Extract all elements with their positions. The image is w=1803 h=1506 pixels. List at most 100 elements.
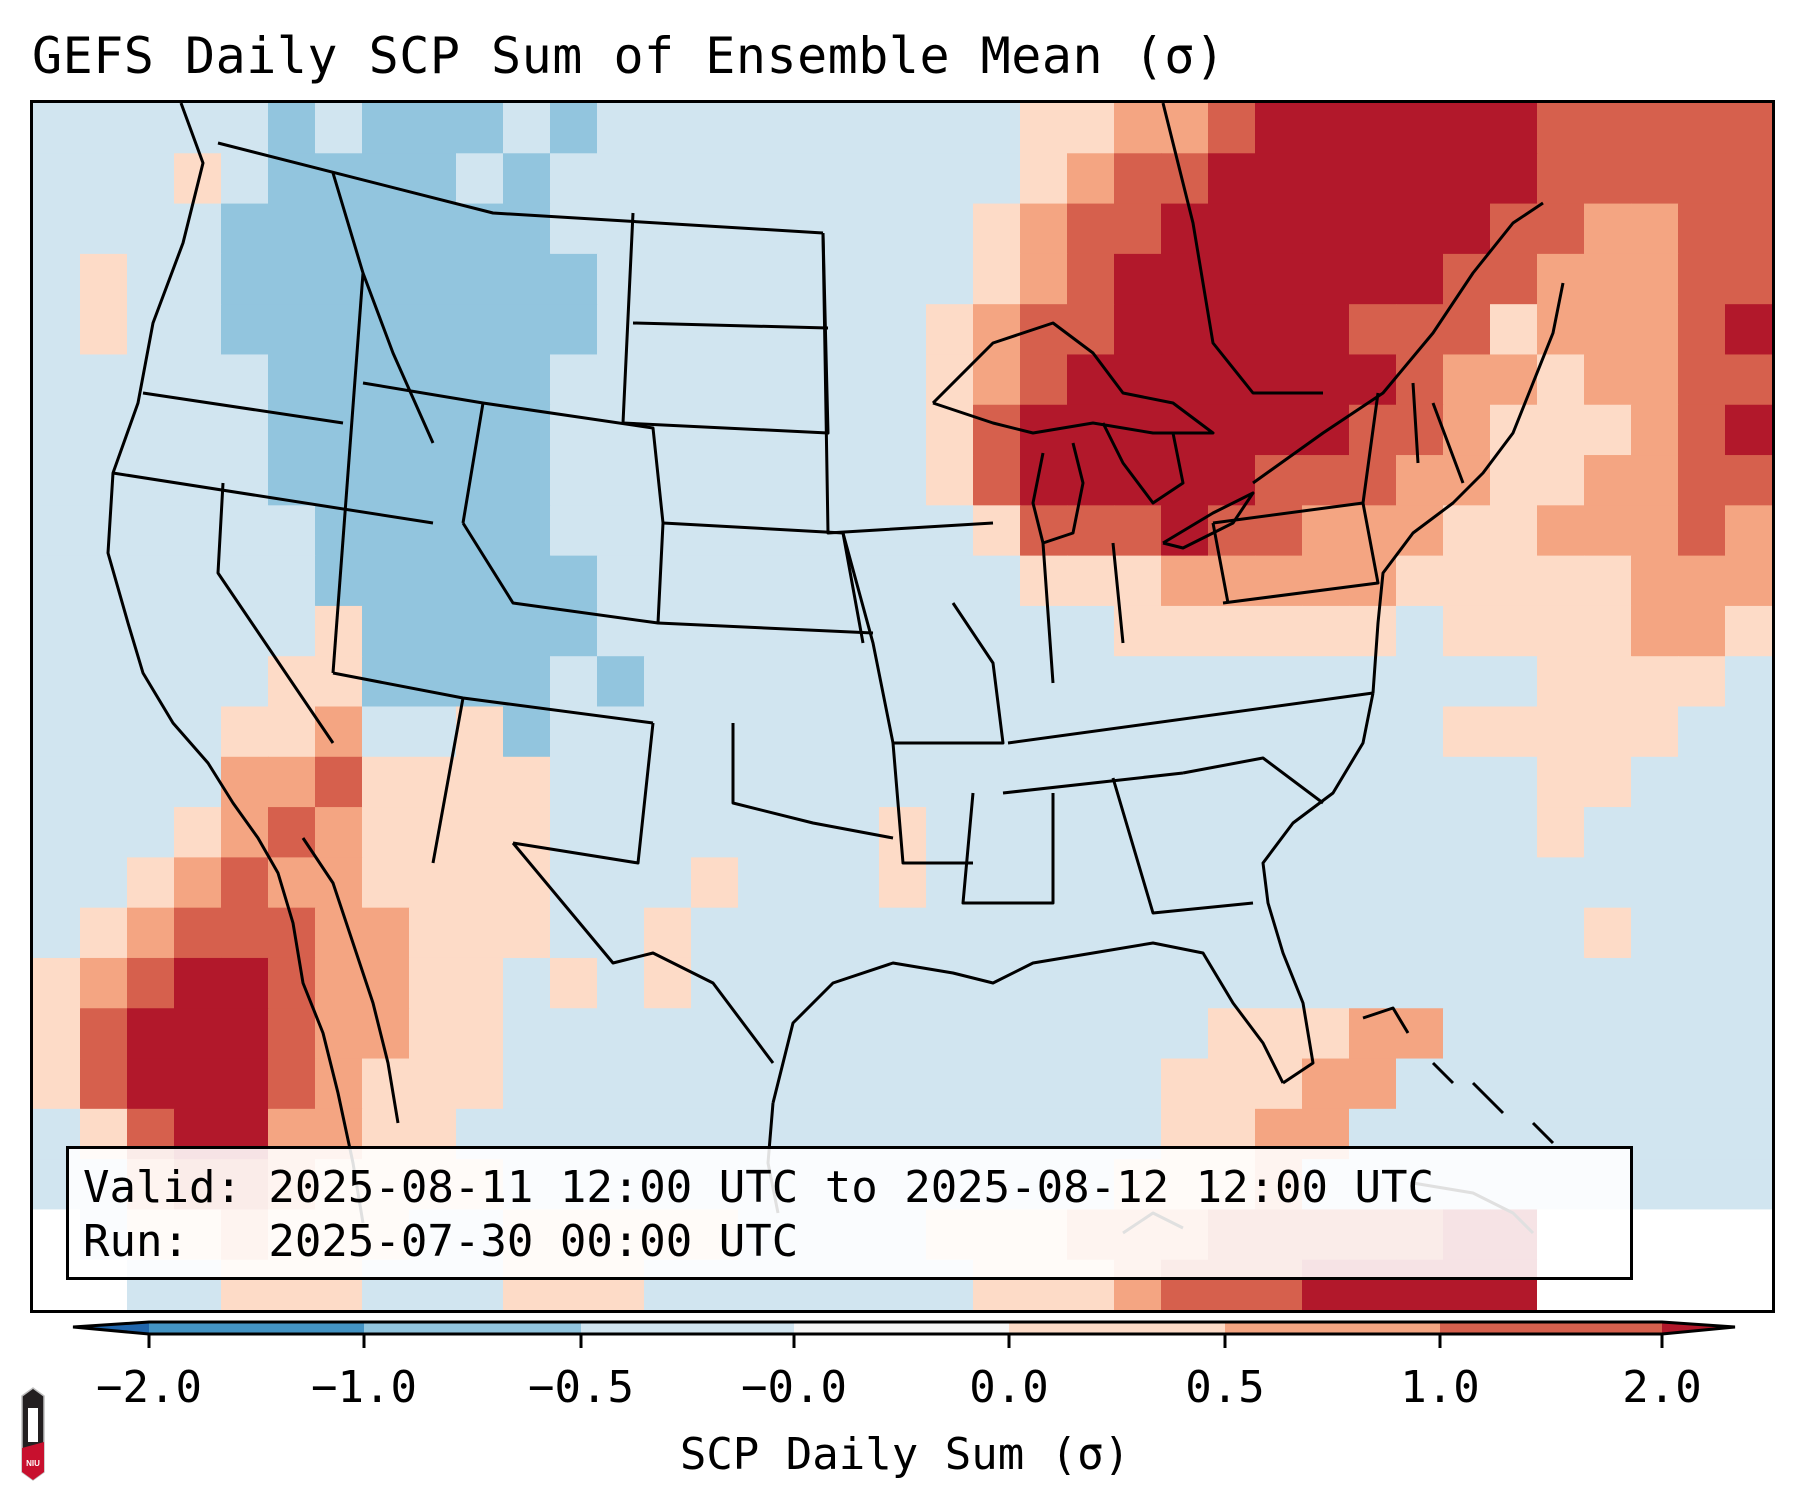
raster-cell — [926, 455, 974, 506]
raster-cell — [1349, 304, 1397, 356]
raster-cell — [644, 857, 692, 909]
raster-cell — [503, 957, 551, 1009]
raster-cell — [1302, 253, 1350, 305]
raster-cell — [362, 253, 410, 305]
raster-cell — [1208, 455, 1256, 506]
raster-cell — [503, 253, 551, 305]
raster-cell — [127, 103, 175, 154]
raster-cell — [1349, 153, 1397, 205]
raster-cell — [832, 354, 880, 406]
raster-cell — [1584, 203, 1632, 255]
raster-cell — [1396, 907, 1444, 959]
raster-cell — [315, 706, 363, 758]
raster-cell — [362, 103, 410, 154]
raster-cell — [1255, 807, 1303, 858]
raster-cell — [879, 203, 927, 255]
raster-cell — [503, 203, 551, 255]
raster-cell — [550, 1058, 598, 1110]
raster-cell — [926, 1008, 974, 1060]
raster-cell — [1067, 304, 1115, 356]
colorbar-tick-label: 1.0 — [1400, 1362, 1480, 1413]
raster-cell — [1161, 304, 1209, 356]
colorbar-bin — [1440, 1322, 1662, 1334]
raster-cell — [1396, 103, 1444, 154]
raster-cell — [597, 1008, 645, 1060]
raster-cell — [362, 605, 410, 657]
raster-cell — [879, 656, 927, 708]
raster-cell — [1678, 1159, 1726, 1211]
raster-cell — [926, 907, 974, 959]
raster-cell — [1537, 857, 1585, 909]
raster-cell — [926, 756, 974, 808]
raster-cell — [1678, 1108, 1726, 1160]
raster-cell — [1255, 253, 1303, 305]
raster-cell — [1396, 706, 1444, 758]
state-line-wa-or — [142, 391, 344, 425]
raster-cell — [362, 907, 410, 959]
raster-cell — [456, 455, 504, 506]
raster-cell — [503, 455, 551, 506]
raster-cell — [1443, 505, 1491, 557]
raster-cell — [1020, 1008, 1068, 1060]
colorbar-tick-label: −0.5 — [528, 1362, 634, 1413]
raster-cell — [1443, 706, 1491, 758]
raster-cell — [362, 404, 410, 456]
raster-cell — [1725, 656, 1772, 708]
raster-cell — [456, 807, 504, 858]
raster-cell — [738, 656, 786, 708]
boundaries-layer — [106, 103, 1565, 1235]
raster-cell — [1537, 1058, 1585, 1110]
raster-cell — [1443, 957, 1491, 1009]
raster-cell — [1678, 555, 1726, 607]
raster-cell — [1349, 957, 1397, 1009]
state-line-sd-ne — [632, 321, 829, 330]
raster-cell — [550, 404, 598, 456]
raster-cell — [973, 103, 1021, 154]
raster-cell — [1396, 455, 1444, 506]
state-line-nv-ut — [331, 272, 365, 674]
raster-cell — [550, 555, 598, 607]
raster-cell — [550, 505, 598, 557]
raster-cell — [550, 957, 598, 1009]
raster-cell — [1161, 957, 1209, 1009]
raster-cell — [1161, 807, 1209, 858]
raster-cell — [691, 354, 739, 406]
raster-cell — [1725, 153, 1772, 205]
raster-cell — [644, 907, 692, 959]
raster-cell — [1631, 1209, 1679, 1261]
raster-cell — [1208, 103, 1256, 154]
raster-cell — [1114, 706, 1162, 758]
raster-cell — [268, 605, 316, 657]
raster-cell — [1584, 505, 1632, 557]
state-line-pa-ny — [1212, 501, 1380, 605]
raster-cell — [456, 857, 504, 909]
raster-cell — [33, 203, 81, 255]
raster-cell — [1349, 1008, 1397, 1060]
raster-cell — [926, 404, 974, 456]
raster-cell — [1396, 354, 1444, 406]
raster-cell — [973, 505, 1021, 557]
raster-cell — [1161, 756, 1209, 808]
raster-cell — [1161, 1058, 1209, 1110]
raster-cell — [1537, 505, 1585, 557]
raster-cell — [832, 404, 880, 456]
raster-cell — [1396, 857, 1444, 909]
raster-cell — [503, 354, 551, 406]
raster-cell — [973, 153, 1021, 205]
raster-cell — [644, 304, 692, 356]
raster-cell — [1020, 203, 1068, 255]
raster-cell — [456, 153, 504, 205]
raster-cell — [503, 1058, 551, 1110]
raster-cell — [33, 354, 81, 406]
raster-cell — [1631, 153, 1679, 205]
raster-cell — [1161, 706, 1209, 758]
raster-cell — [1208, 404, 1256, 456]
raster-cell — [1020, 153, 1068, 205]
raster-cell — [174, 555, 222, 607]
raster-cell — [80, 706, 128, 758]
raster-cell — [315, 455, 363, 506]
raster-cell — [973, 304, 1021, 356]
raster-cell — [362, 1058, 410, 1110]
raster-cell — [1584, 153, 1632, 205]
raster-cell — [832, 756, 880, 808]
